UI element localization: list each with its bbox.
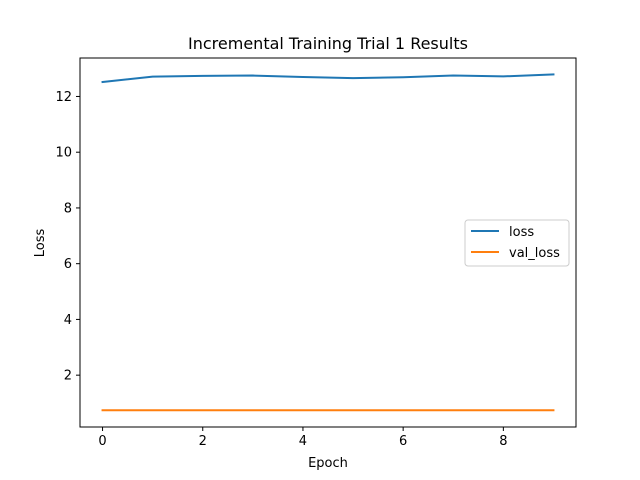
legend-label-loss: loss	[509, 225, 534, 240]
series-line-loss	[101, 73, 555, 84]
legend-label-val-loss: val_loss	[509, 246, 560, 261]
y-tick-label: 8	[64, 201, 72, 216]
y-axis-label: Loss	[33, 229, 48, 258]
y-tick-label: 6	[64, 257, 72, 272]
series-group	[101, 73, 555, 412]
x-axis: 0 2 4 6 8	[98, 427, 507, 449]
x-tick-label: 8	[499, 434, 507, 449]
y-tick-label: 2	[64, 369, 72, 384]
x-axis-label: Epoch	[308, 456, 348, 471]
legend: loss val_loss	[464, 219, 570, 267]
x-tick-label: 6	[399, 434, 407, 449]
y-tick-label: 10	[55, 146, 72, 161]
y-tick-label: 4	[64, 313, 72, 328]
chart-title: Incremental Training Trial 1 Results	[188, 34, 468, 53]
plot-area	[79, 57, 577, 428]
x-tick-label: 4	[299, 434, 307, 449]
y-tick-label: 12	[55, 90, 72, 105]
x-tick-label: 2	[199, 434, 207, 449]
y-axis: 2 4 6 8 10 12	[55, 90, 80, 384]
x-tick-label: 0	[98, 434, 106, 449]
